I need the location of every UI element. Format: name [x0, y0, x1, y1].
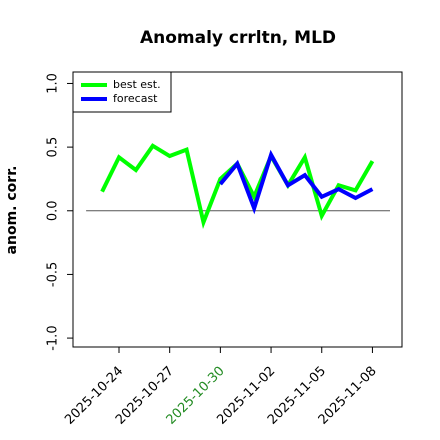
y-tick-label: 1.0	[46, 73, 61, 94]
y-axis-label: anom. corr.	[4, 166, 20, 255]
y-tick-label: -0.5	[46, 262, 61, 287]
y-tick-label: 0.5	[46, 137, 61, 158]
series-line	[218, 149, 374, 215]
plot-frame	[72, 71, 403, 348]
legend-label: best est.	[113, 78, 161, 91]
legend-label: forecast	[113, 92, 158, 105]
chart-title: Anomaly crrltn, MLD	[140, 28, 336, 48]
legend-box	[72, 71, 172, 113]
y-tick-label: -1.0	[46, 325, 61, 350]
y-tick-label: 0.0	[46, 200, 61, 221]
